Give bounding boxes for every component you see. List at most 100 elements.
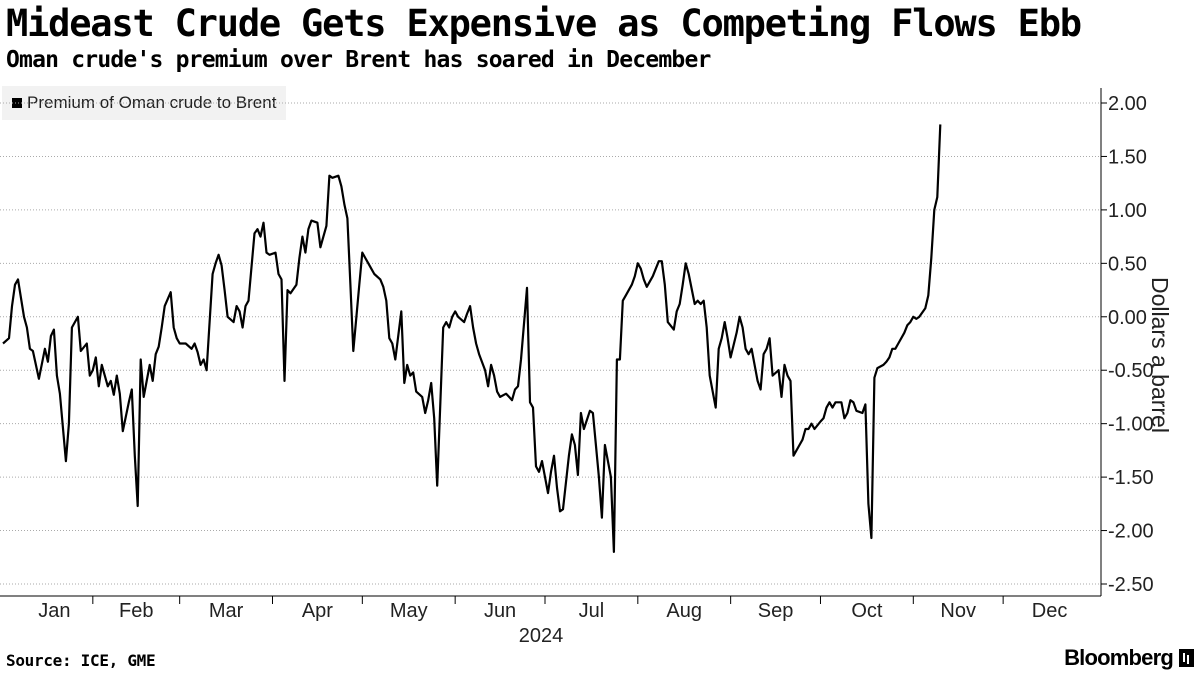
data-point bbox=[604, 444, 606, 446]
data-point bbox=[673, 329, 675, 331]
data-point bbox=[281, 278, 283, 280]
data-point bbox=[215, 262, 217, 264]
data-point bbox=[304, 252, 306, 254]
data-point bbox=[406, 364, 408, 366]
data-point bbox=[457, 316, 459, 318]
data-point bbox=[152, 380, 154, 382]
data-point bbox=[245, 305, 247, 307]
data-point bbox=[802, 439, 804, 441]
data-point bbox=[349, 284, 351, 286]
data-point bbox=[631, 284, 633, 286]
data-point bbox=[751, 348, 753, 350]
data-point bbox=[358, 284, 360, 286]
data-point bbox=[134, 455, 136, 457]
data-point bbox=[550, 471, 552, 473]
data-point bbox=[23, 316, 25, 318]
x-tick-label-sep: Sep bbox=[758, 600, 794, 622]
data-point bbox=[475, 343, 477, 345]
brand-name: Bloomberg bbox=[1064, 645, 1174, 670]
data-point bbox=[661, 260, 663, 262]
data-point bbox=[26, 327, 28, 329]
data-point bbox=[400, 310, 402, 312]
x-tick-label-aug: Aug bbox=[666, 600, 702, 622]
data-point bbox=[559, 510, 561, 512]
data-point bbox=[805, 428, 807, 430]
data-point bbox=[391, 343, 393, 345]
data-point bbox=[580, 412, 582, 414]
data-point bbox=[505, 393, 507, 395]
y-tick-label: 1.50 bbox=[1108, 146, 1147, 168]
y-tick-label: 1.00 bbox=[1108, 200, 1147, 222]
data-point bbox=[161, 327, 163, 329]
data-point bbox=[427, 399, 429, 401]
data-point bbox=[861, 412, 863, 414]
x-year-label: 2024 bbox=[519, 625, 564, 647]
data-point bbox=[685, 262, 687, 264]
data-point bbox=[478, 353, 480, 355]
data-point bbox=[826, 407, 828, 409]
data-point bbox=[715, 407, 717, 409]
data-point bbox=[287, 289, 289, 291]
data-point bbox=[346, 217, 348, 219]
data-point bbox=[867, 503, 869, 505]
data-point bbox=[248, 300, 250, 302]
data-point bbox=[206, 369, 208, 371]
data-point bbox=[95, 356, 97, 358]
data-point bbox=[562, 508, 564, 510]
data-point bbox=[790, 380, 792, 382]
data-point bbox=[496, 391, 498, 393]
data-point bbox=[328, 175, 330, 177]
data-point bbox=[781, 396, 783, 398]
legend-label: Premium of Oman crude to Brent bbox=[27, 93, 277, 112]
data-point bbox=[122, 430, 124, 432]
data-point bbox=[658, 260, 660, 262]
data-point bbox=[622, 300, 624, 302]
y-tick-label: -1.50 bbox=[1108, 467, 1154, 489]
data-point bbox=[194, 343, 196, 345]
data-point bbox=[694, 303, 696, 305]
data-point bbox=[179, 343, 181, 345]
data-point bbox=[912, 316, 914, 318]
data-point bbox=[772, 375, 774, 377]
data-point bbox=[918, 316, 920, 318]
data-point bbox=[35, 364, 37, 366]
data-point bbox=[799, 444, 801, 446]
data-point bbox=[290, 292, 292, 294]
y-tick-label: -0.50 bbox=[1108, 360, 1154, 382]
data-point bbox=[724, 321, 726, 323]
data-point bbox=[409, 375, 411, 377]
data-point bbox=[574, 444, 576, 446]
data-point bbox=[254, 232, 256, 234]
data-point bbox=[619, 359, 621, 361]
chart-title: Mideast Crude Gets Expensive as Competin… bbox=[6, 2, 1082, 45]
data-point bbox=[757, 380, 759, 382]
data-point bbox=[490, 364, 492, 366]
data-point bbox=[697, 300, 699, 302]
data-point bbox=[59, 393, 61, 395]
data-point bbox=[718, 348, 720, 350]
data-point bbox=[433, 417, 435, 419]
data-point bbox=[885, 361, 887, 363]
data-point bbox=[577, 474, 579, 476]
data-point bbox=[221, 265, 223, 267]
data-point bbox=[556, 487, 558, 489]
data-point bbox=[646, 286, 648, 288]
data-point bbox=[637, 262, 639, 264]
data-point bbox=[903, 332, 905, 334]
data-point bbox=[310, 220, 312, 222]
data-point bbox=[655, 268, 657, 270]
data-point bbox=[589, 410, 591, 412]
data-point bbox=[143, 396, 145, 398]
data-point bbox=[65, 460, 67, 462]
data-point bbox=[74, 321, 76, 323]
data-point bbox=[571, 433, 573, 435]
y-tick-label: 0.50 bbox=[1108, 253, 1147, 275]
data-point bbox=[463, 321, 465, 323]
data-point bbox=[598, 476, 600, 478]
data-point bbox=[709, 375, 711, 377]
data-point bbox=[736, 332, 738, 334]
data-point bbox=[508, 396, 510, 398]
data-point bbox=[364, 257, 366, 259]
data-point bbox=[469, 305, 471, 307]
data-point bbox=[873, 377, 875, 379]
